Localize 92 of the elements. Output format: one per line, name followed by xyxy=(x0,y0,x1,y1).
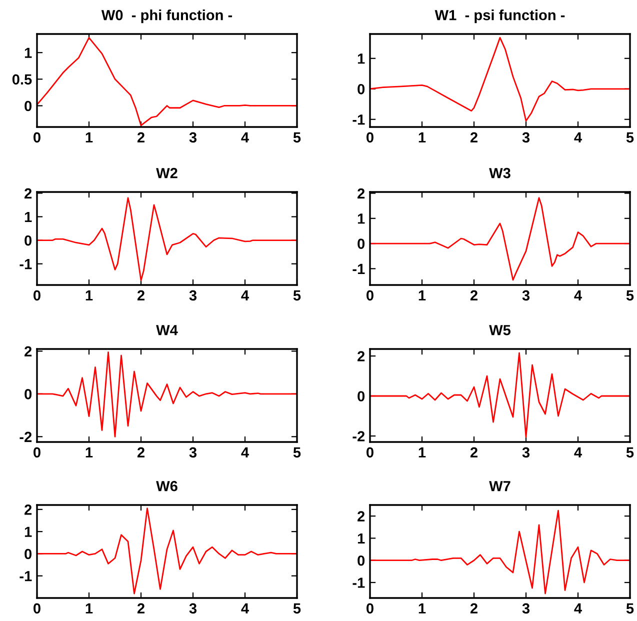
x-tick-label: 3 xyxy=(189,132,197,143)
y-tick-label: 0.5 xyxy=(12,74,32,85)
chart-title: W5 xyxy=(489,325,511,336)
y-tick-label: -1 xyxy=(20,571,32,582)
y-tick-label: 0 xyxy=(358,391,365,402)
y-tick-label: 2 xyxy=(358,188,365,199)
y-tick-label: -1 xyxy=(352,578,365,588)
y-tick-label: 2 xyxy=(24,188,32,198)
x-tick-label: 2 xyxy=(137,447,144,458)
y-tick-label: 2 xyxy=(358,511,365,522)
x-tick-label: 0 xyxy=(366,603,374,614)
y-tick-label: 1 xyxy=(24,212,32,222)
x-tick-label: 0 xyxy=(366,447,374,458)
line-series xyxy=(37,508,297,594)
y-tick-label: 0 xyxy=(24,100,32,112)
x-tick-label: 3 xyxy=(189,603,197,614)
x-tick-label: 5 xyxy=(626,603,634,614)
y-tick-label: 2 xyxy=(358,351,365,362)
x-tick-label: 5 xyxy=(626,290,634,301)
x-tick-label: 0 xyxy=(34,290,40,301)
chart-title: W7 xyxy=(489,481,510,492)
line-series xyxy=(370,510,630,594)
x-tick-label: 3 xyxy=(189,447,197,458)
x-tick-label: 5 xyxy=(293,447,301,458)
line-series xyxy=(370,197,630,281)
line-series xyxy=(37,352,297,438)
x-tick-label: 4 xyxy=(241,290,249,300)
y-tick-label: -1 xyxy=(20,259,32,270)
y-tick-label: 0 xyxy=(358,555,365,566)
y-tick-label: 1 xyxy=(358,533,365,544)
x-tick-label: 4 xyxy=(241,603,249,614)
x-tick-label: 1 xyxy=(418,603,426,614)
x-tick-label: 0 xyxy=(366,290,374,301)
x-tick-label: 2 xyxy=(470,603,478,614)
chart-title: W1 - psi function - xyxy=(434,10,565,24)
x-tick-label: 5 xyxy=(626,447,634,458)
chart-title: W0 - phi function - xyxy=(101,10,232,24)
x-tick-label: 1 xyxy=(86,603,93,614)
x-tick-label: 1 xyxy=(418,132,426,142)
chart-title: W2 xyxy=(156,168,178,178)
y-tick-label: -1 xyxy=(352,264,365,274)
line-series xyxy=(370,352,630,438)
y-tick-label: 2 xyxy=(24,346,32,356)
x-tick-label: 5 xyxy=(293,132,301,143)
y-tick-label: 0 xyxy=(24,388,32,400)
x-tick-label: 5 xyxy=(293,603,301,614)
chart-title: W4 xyxy=(156,325,178,336)
x-tick-label: 2 xyxy=(470,132,478,142)
x-tick-label: 1 xyxy=(418,447,426,458)
x-tick-label: 1 xyxy=(418,290,426,300)
x-tick-label: 4 xyxy=(574,290,582,300)
x-tick-label: 2 xyxy=(137,603,144,614)
line-series xyxy=(370,36,630,122)
x-tick-label: 0 xyxy=(34,603,40,614)
chart-title: W3 xyxy=(489,168,510,178)
x-tick-label: 4 xyxy=(574,447,582,458)
y-tick-label: -1 xyxy=(352,114,365,125)
y-tick-label: 0 xyxy=(358,84,365,94)
y-tick-label: 0 xyxy=(24,548,32,560)
y-tick-label: 0 xyxy=(24,235,32,246)
y-tick-label: 1 xyxy=(358,54,365,64)
x-tick-label: 1 xyxy=(86,447,93,458)
y-tick-label: -2 xyxy=(20,432,32,442)
y-tick-label: 1 xyxy=(358,214,365,224)
x-tick-label: 0 xyxy=(34,447,40,458)
x-tick-label: 4 xyxy=(574,603,582,614)
y-tick-label: 2 xyxy=(24,504,32,515)
y-tick-label: 1 xyxy=(24,526,32,537)
x-tick-label: 2 xyxy=(470,447,478,458)
x-tick-label: 4 xyxy=(574,132,582,142)
x-tick-label: 5 xyxy=(293,290,301,301)
line-series xyxy=(37,37,297,126)
x-tick-label: 1 xyxy=(86,132,93,142)
x-tick-label: 1 xyxy=(86,290,93,300)
line-series xyxy=(37,197,297,281)
x-tick-label: 3 xyxy=(522,132,530,143)
x-tick-label: 3 xyxy=(522,290,530,301)
x-tick-label: 4 xyxy=(241,447,249,458)
chart-title: W6 xyxy=(156,480,178,492)
x-tick-label: 2 xyxy=(137,290,144,300)
x-tick-label: 2 xyxy=(470,290,478,300)
x-tick-label: 4 xyxy=(241,132,249,142)
x-tick-label: 3 xyxy=(522,447,530,458)
x-tick-label: 3 xyxy=(189,290,197,301)
x-tick-label: 3 xyxy=(522,603,530,614)
y-tick-label: 1 xyxy=(24,48,32,58)
y-tick-label: 0 xyxy=(358,238,365,249)
y-tick-label: -2 xyxy=(352,431,365,442)
x-tick-label: 0 xyxy=(34,132,40,143)
x-tick-label: 2 xyxy=(137,132,144,142)
x-tick-label: 0 xyxy=(366,132,374,143)
x-tick-label: 5 xyxy=(626,132,634,143)
